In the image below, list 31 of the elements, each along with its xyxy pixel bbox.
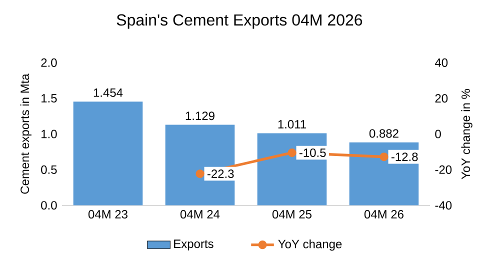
point	[380, 152, 388, 162]
y-tick-label: 0.0	[41, 201, 57, 210]
data-label: 1.454	[94, 88, 123, 97]
legend-label: YoY change	[278, 239, 342, 251]
data-label: 1.011	[278, 120, 306, 129]
y2-tick-label: -20	[435, 165, 452, 174]
y2-axis-title: YoY change in %	[461, 88, 472, 180]
y-tick-label: 1.5	[42, 94, 57, 103]
data-label: -12.8	[391, 152, 418, 162]
point	[288, 148, 296, 157]
y2-tick-label: 40	[434, 58, 448, 67]
y2-tick-label: -40	[435, 201, 452, 210]
y-tick-label: 0.5	[41, 165, 57, 174]
y-tick-label: 1.0	[42, 130, 57, 138]
x-tick-label: 04M 25	[272, 210, 312, 219]
x-tick-label: 04M 23	[88, 210, 128, 219]
x-tick-label: 04M 24	[180, 210, 220, 219]
bar	[165, 124, 235, 206]
point	[196, 170, 204, 178]
y2-tick-label: 20	[435, 94, 448, 103]
data-label: 1.129	[186, 112, 214, 120]
chart-title: Spain's Cement Exports 04M 2026	[116, 14, 362, 29]
y-axis-title: Cement exports in Mta	[20, 74, 32, 194]
legend-label: Exports	[174, 240, 214, 250]
y-tick-label: 2.0	[41, 58, 57, 67]
x-tick-label: 04M 26	[364, 210, 404, 219]
data-label: 0.882	[369, 129, 398, 138]
bar	[73, 102, 143, 206]
data-label: -22.3	[207, 170, 234, 178]
y2-tick-label: 0	[435, 130, 441, 138]
data-label: -10.5	[299, 148, 326, 157]
